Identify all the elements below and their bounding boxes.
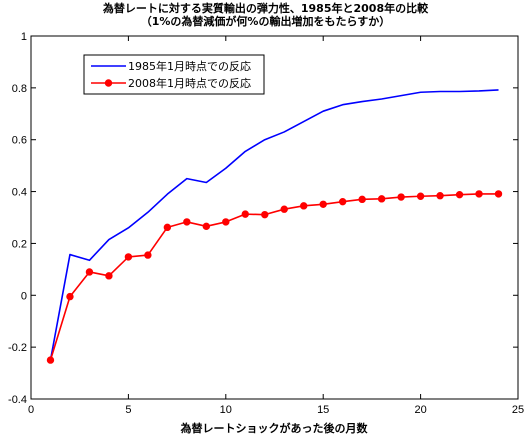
data-point [124, 253, 133, 261]
plot-area-frame [30, 35, 519, 400]
series-group [46, 89, 503, 364]
x-tick-label: 15 [317, 404, 329, 416]
data-point [202, 222, 211, 231]
x-tick-label: 25 [512, 404, 524, 416]
data-point [358, 195, 366, 204]
data-point [105, 272, 113, 280]
data-point [455, 190, 464, 199]
y-tick-label: 1 [21, 31, 27, 43]
x-tick-label: 5 [125, 404, 131, 416]
data-point [241, 210, 249, 218]
y-tick-label: 0.4 [12, 187, 27, 199]
data-point [144, 251, 152, 259]
data-point [261, 210, 269, 219]
y-tick-label: 0.2 [12, 238, 27, 250]
data-point [319, 200, 327, 208]
data-point [163, 223, 172, 232]
data-point [397, 193, 405, 201]
data-point [494, 190, 503, 198]
chart-title: 為替レートに対する実質輸出の弾力性、1985年と2008年の比較 [102, 2, 429, 15]
x-tick-label: 20 [414, 404, 426, 416]
legend-label-2008: 2008年1月時点での反応 [128, 76, 251, 90]
data-point [436, 192, 444, 200]
data-point [338, 197, 347, 206]
data-point [377, 195, 386, 203]
y-tick-label: 0.8 [12, 83, 27, 95]
y-tick-label: -0.4 [8, 394, 27, 406]
data-point [183, 218, 191, 226]
legend-box [83, 54, 265, 95]
data-point [416, 192, 425, 200]
y-tick-label: 0.6 [12, 135, 27, 147]
data-point [300, 202, 308, 210]
x-axis-label: 為替レートショックがあった後の月数 [181, 421, 369, 435]
x-tick-label: 10 [220, 404, 232, 416]
x-tick-label: 0 [28, 404, 34, 416]
legend-marker-2008 [104, 79, 113, 87]
data-point [280, 205, 288, 213]
y-tick-label: -0.2 [8, 342, 27, 354]
legend-label-1985: 1985年1月時点での反応 [128, 59, 251, 73]
data-point [475, 190, 483, 198]
data-point [222, 218, 230, 226]
y-tick-label: 0 [21, 290, 27, 302]
chart-subtitle: （1%の為替減価が何%の輸出増加をもたらすか） [140, 15, 391, 28]
data-point [85, 268, 94, 276]
axis-ticks: 0 5 10 15 20 25 -0.4 -0.2 0 0.2 0.4 0.6 0.8 1 [8, 31, 524, 416]
data-point [46, 356, 55, 364]
legend: 1985年1月時点での反応 2008年1月時点での反応 [83, 54, 265, 95]
data-point [66, 292, 74, 301]
series-line-0 [49, 89, 499, 361]
